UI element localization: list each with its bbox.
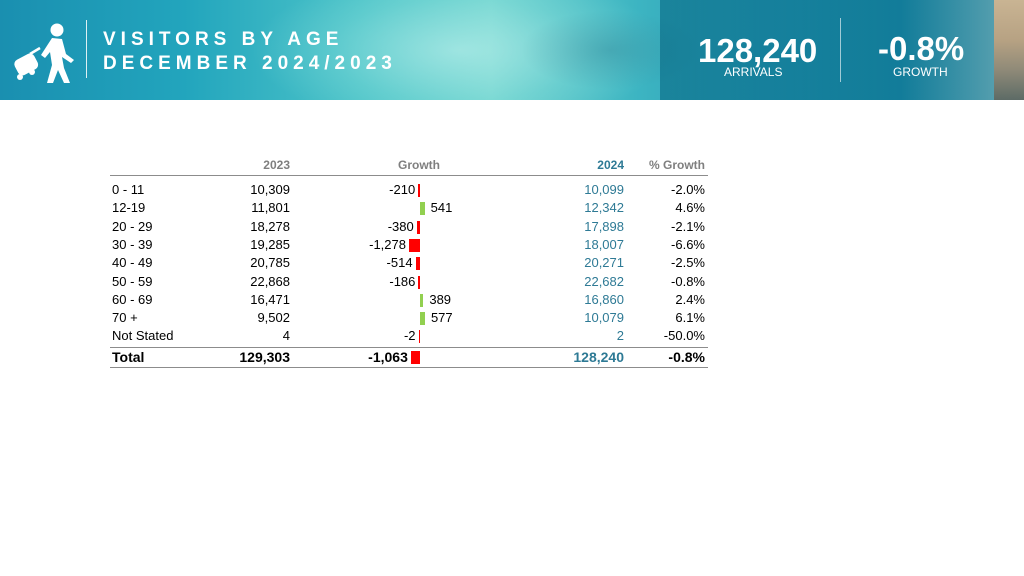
growth-bar [418, 184, 420, 197]
value-2024: 16,860 [584, 291, 624, 307]
growth-value: -186 [389, 273, 416, 289]
pct-growth: -0.8% [668, 348, 705, 365]
page-title: VISITORS BY AGE [103, 29, 344, 50]
header-banner: VISITORS BY AGE DECEMBER 2024/2023 128,2… [0, 0, 1024, 100]
value-2024: 2 [616, 328, 624, 344]
value-2024: 10,099 [584, 182, 624, 197]
growth-bar [409, 238, 420, 252]
page-subtitle: DECEMBER 2024/2023 [103, 53, 397, 74]
row-label: 0 - 11 [112, 182, 145, 197]
value-2023: 11,801 [251, 200, 290, 216]
value-2023: 22,868 [250, 273, 290, 289]
value-2024: 22,682 [584, 273, 624, 289]
growth-value: -380 [387, 218, 414, 234]
growth-value: -1,063 [368, 348, 408, 365]
growth-value: -0.8% [878, 30, 965, 67]
banner-shoreline [994, 0, 1024, 100]
pct-growth: -2.1% [671, 218, 705, 234]
pct-growth: -2.0% [671, 182, 705, 197]
row-label: 60 - 69 [112, 291, 153, 307]
kpi-panel [660, 0, 994, 100]
value-2024: 18,007 [584, 236, 624, 252]
growth-value: 541 [430, 200, 453, 216]
value-2023: 20,785 [250, 255, 290, 271]
pct-growth: -50.0% [663, 328, 705, 344]
growth-value: 577 [430, 310, 453, 326]
value-2024: 10,079 [584, 310, 624, 326]
value-2023: 4 [282, 328, 290, 344]
growth-value: -514 [386, 255, 413, 271]
value-2024: 128,240 [573, 348, 624, 365]
row-label: 20 - 29 [112, 218, 153, 234]
growth-bar [418, 275, 420, 289]
value-2023: 10,309 [250, 182, 290, 197]
row-label: 70 + [112, 310, 138, 326]
row-label: 50 - 59 [112, 273, 153, 289]
col-header-2024: 2024 [597, 158, 624, 172]
value-2023: 16,471 [250, 291, 290, 307]
growth-value: -2 [403, 328, 416, 344]
growth-bar [416, 220, 420, 234]
col-header-pct-growth: % Growth [649, 158, 705, 172]
col-header-growth: Growth [398, 158, 440, 172]
row-label: 40 - 49 [112, 255, 153, 271]
value-2024: 17,898 [584, 218, 624, 234]
total-bottom-rule [110, 366, 708, 368]
traveler-with-suitcase-icon [14, 23, 74, 83]
arrivals-label: ARRIVALS [724, 65, 783, 79]
pct-growth: 2.4% [675, 291, 705, 307]
header-rule [110, 175, 708, 176]
pct-growth: -2.5% [671, 255, 705, 271]
value-2024: 12,342 [584, 200, 624, 216]
value-2023: 18,278 [250, 218, 290, 234]
banner-sea-highlight [250, 0, 670, 100]
pct-growth: -0.8% [671, 273, 705, 289]
growth-bar [415, 257, 420, 271]
growth-bar [420, 202, 425, 216]
growth-bar [420, 293, 424, 307]
growth-value: -210 [389, 182, 416, 197]
value-2023: 19,285 [250, 236, 290, 252]
col-header-2023: 2023 [263, 158, 290, 172]
kpi-divider [840, 18, 841, 82]
growth-value: 389 [429, 291, 452, 307]
arrivals-value: 128,240 [698, 32, 818, 69]
growth-value: -1,278 [369, 236, 406, 252]
total-top-rule [110, 346, 708, 348]
pct-growth: 4.6% [675, 200, 705, 216]
row-label: Total [112, 348, 145, 365]
value-2024: 20,271 [584, 255, 624, 271]
pct-growth: -6.6% [671, 236, 705, 252]
growth-bar [410, 350, 420, 364]
row-label: 12-19 [112, 200, 146, 216]
row-label: 30 - 39 [112, 236, 153, 252]
growth-label: GROWTH [893, 65, 948, 79]
row-label: Not Stated [112, 328, 174, 344]
value-2023: 129,303 [239, 348, 290, 365]
growth-bar [418, 330, 420, 344]
growth-bar [420, 312, 425, 326]
title-divider [86, 20, 87, 78]
value-2023: 9,502 [257, 310, 290, 326]
pct-growth: 6.1% [675, 310, 705, 326]
